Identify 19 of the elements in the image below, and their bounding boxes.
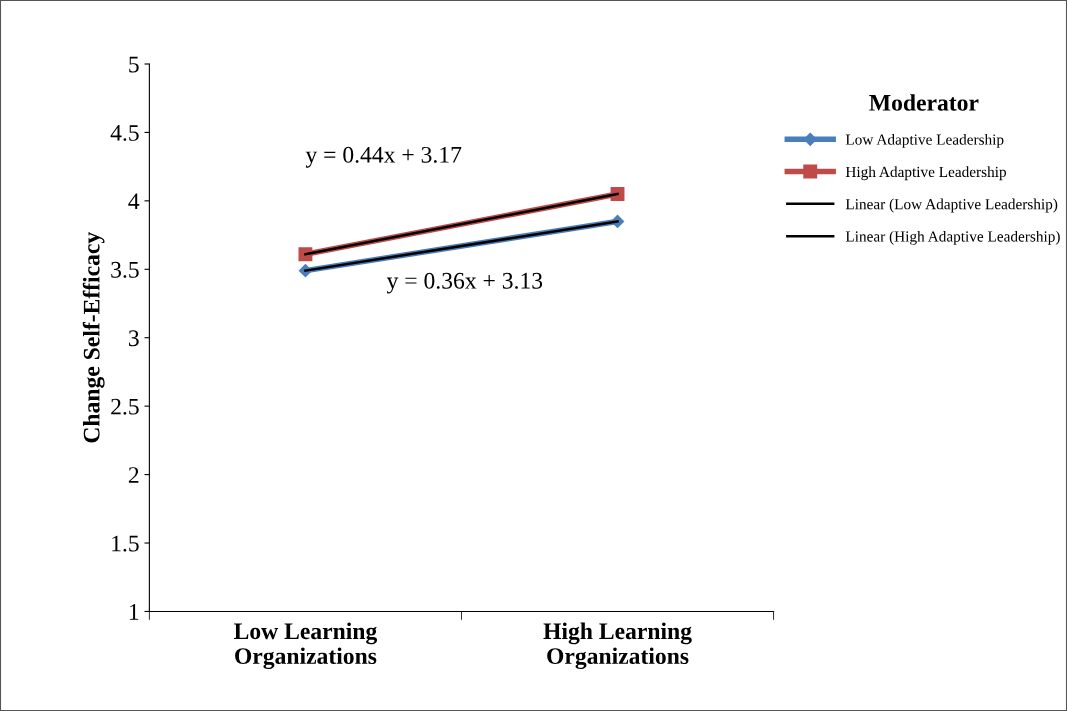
y-tick-label: 1.5 <box>112 535 139 552</box>
y-tick-label: 2.5 <box>111 398 139 415</box>
y-tick-label: 1 <box>129 604 139 620</box>
y-tick-label: 5 <box>129 56 139 73</box>
annotation: y = 0.36x + 3.13 <box>386 272 543 294</box>
x-tick-label: Low Learning Organizations <box>234 622 378 670</box>
y-tick-label: 3.5 <box>111 261 139 278</box>
y-tick-label: 3 <box>128 330 139 347</box>
y-tick-label: 4.5 <box>110 125 139 141</box>
legend-label: Linear (Low Adaptive Leadership) <box>845 198 1058 213</box>
x-tick-label: High Learning Organizations <box>543 622 692 670</box>
legend-label: Low Adaptive Leadership <box>845 134 1004 148</box>
y-axis-title: Change Self-Efficacy <box>82 232 105 443</box>
legend-label: Linear (High Adaptive Leadership) <box>845 230 1060 245</box>
legend-title: Moderator <box>869 94 979 111</box>
legend-label: High Adaptive Leadership <box>845 166 1007 181</box>
y-tick-label: 2 <box>128 467 139 483</box>
y-tick-label: 4 <box>128 193 140 210</box>
annotation: y = 0.44x + 3.17 <box>305 146 462 168</box>
